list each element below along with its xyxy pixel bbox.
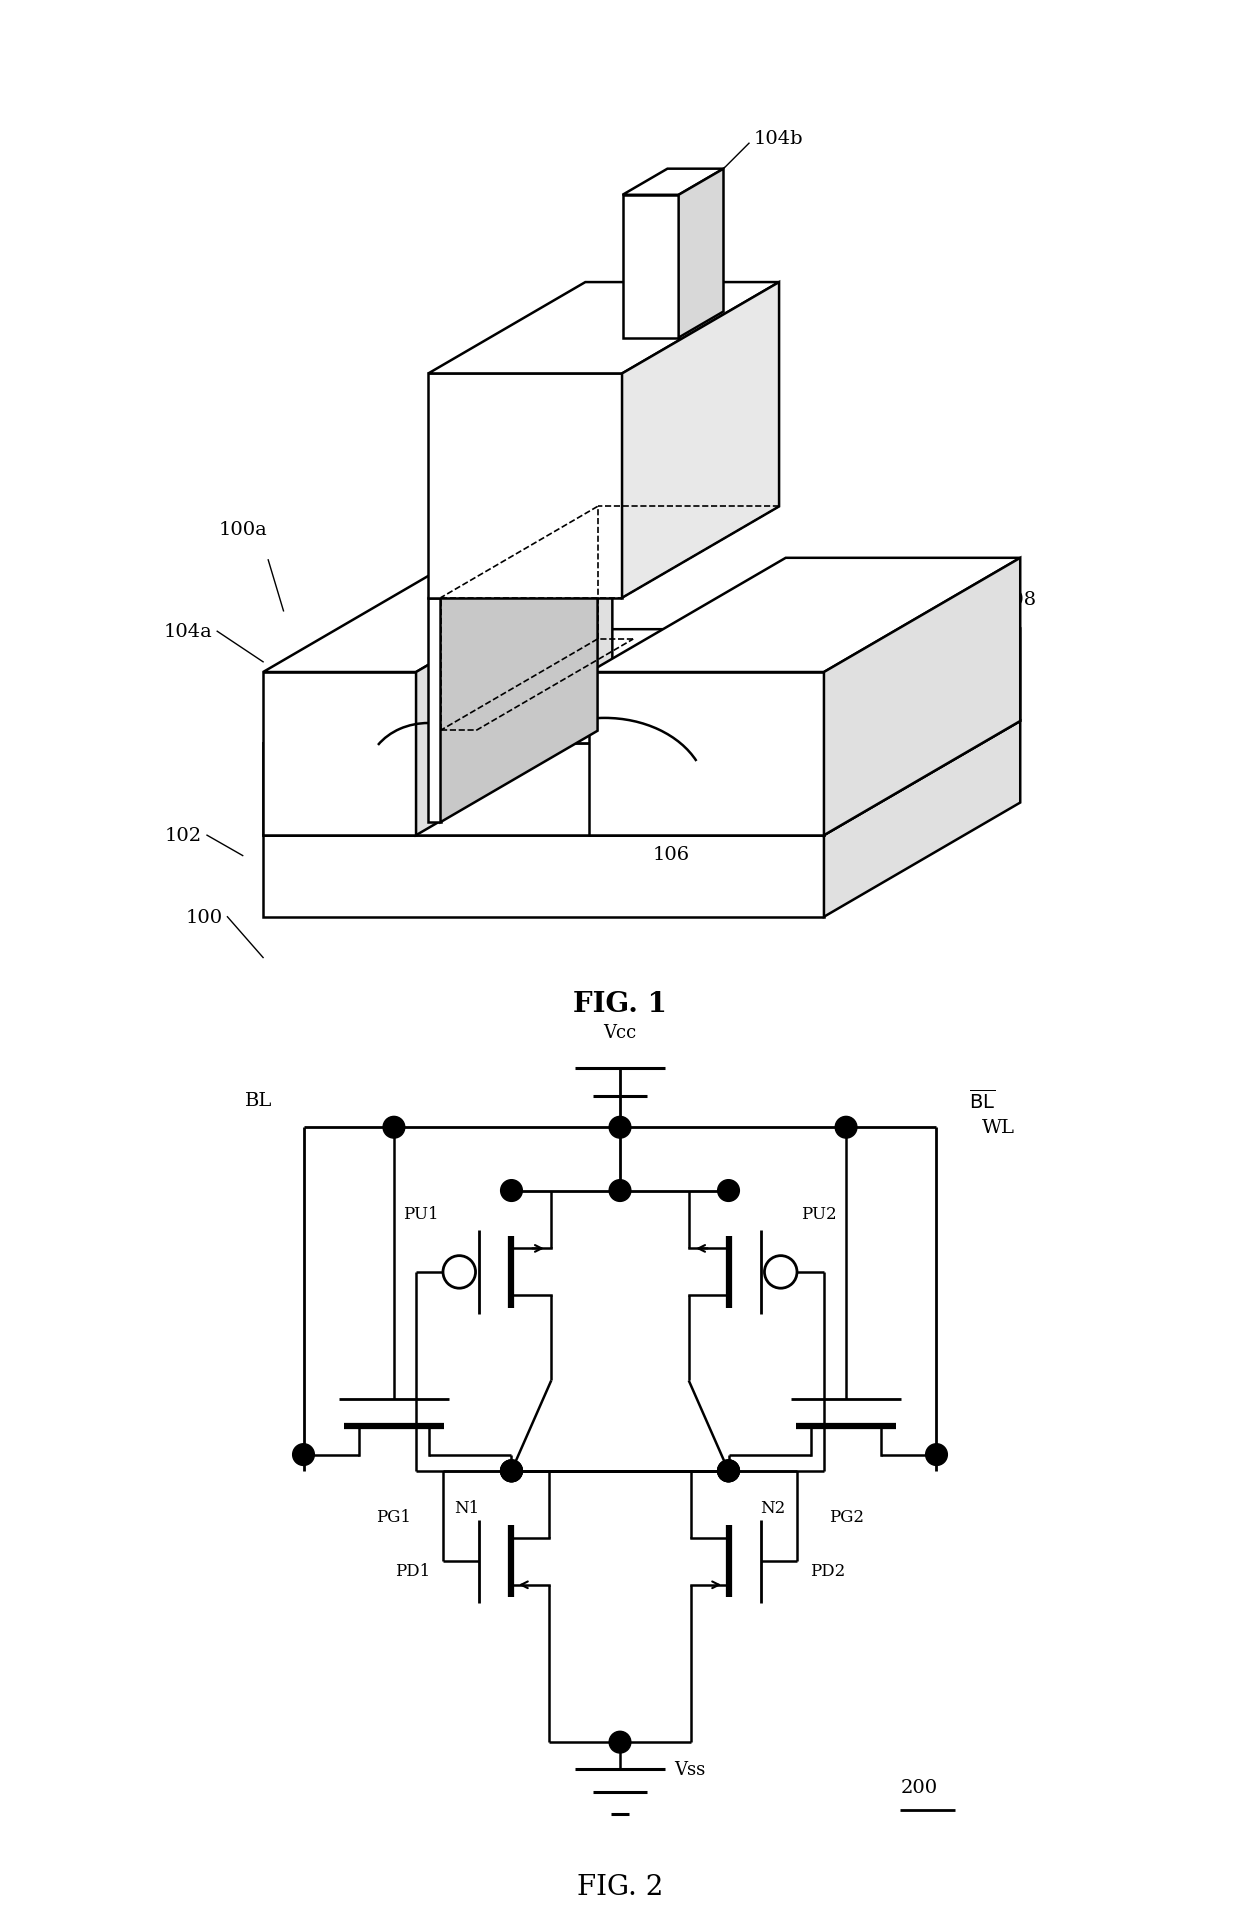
Circle shape bbox=[609, 1117, 631, 1138]
Polygon shape bbox=[428, 375, 622, 598]
Text: 100a: 100a bbox=[218, 521, 267, 538]
Polygon shape bbox=[622, 283, 779, 598]
Polygon shape bbox=[440, 508, 598, 823]
Polygon shape bbox=[479, 537, 570, 569]
Circle shape bbox=[718, 1460, 739, 1483]
Circle shape bbox=[501, 1460, 522, 1483]
Polygon shape bbox=[417, 558, 613, 837]
Circle shape bbox=[718, 1460, 739, 1483]
Circle shape bbox=[501, 1460, 522, 1483]
Polygon shape bbox=[589, 673, 823, 837]
Circle shape bbox=[501, 1181, 522, 1202]
Polygon shape bbox=[823, 631, 1021, 837]
Text: Vcc: Vcc bbox=[604, 1023, 636, 1042]
Text: FIG. 1: FIG. 1 bbox=[573, 990, 667, 1017]
Polygon shape bbox=[622, 196, 678, 338]
Circle shape bbox=[609, 1731, 631, 1754]
Polygon shape bbox=[263, 558, 613, 673]
Text: N2: N2 bbox=[760, 1498, 785, 1515]
Polygon shape bbox=[263, 721, 1021, 837]
Text: 108: 108 bbox=[999, 590, 1037, 608]
Text: 104a: 104a bbox=[164, 623, 212, 640]
Text: Vss: Vss bbox=[675, 1760, 706, 1779]
Polygon shape bbox=[479, 569, 515, 702]
Text: 100: 100 bbox=[185, 908, 222, 927]
Polygon shape bbox=[428, 598, 440, 823]
Circle shape bbox=[925, 1444, 947, 1465]
Text: PU2: PU2 bbox=[801, 1206, 837, 1221]
Polygon shape bbox=[622, 169, 723, 196]
Text: BL: BL bbox=[244, 1092, 272, 1110]
Text: 200: 200 bbox=[900, 1779, 937, 1796]
Circle shape bbox=[501, 1460, 522, 1483]
Polygon shape bbox=[823, 558, 1021, 837]
Polygon shape bbox=[428, 508, 598, 598]
Polygon shape bbox=[428, 283, 779, 375]
Text: $\overline{\rm BL}$: $\overline{\rm BL}$ bbox=[968, 1088, 994, 1111]
Circle shape bbox=[383, 1117, 404, 1138]
Polygon shape bbox=[589, 558, 1021, 673]
Circle shape bbox=[836, 1117, 857, 1138]
Text: PU1: PU1 bbox=[403, 1206, 439, 1221]
Polygon shape bbox=[263, 673, 417, 837]
Text: PG1: PG1 bbox=[377, 1508, 412, 1525]
Circle shape bbox=[609, 1181, 631, 1202]
Text: 106: 106 bbox=[652, 846, 689, 863]
Text: WL: WL bbox=[982, 1119, 1014, 1136]
Polygon shape bbox=[678, 169, 723, 338]
Text: PG2: PG2 bbox=[828, 1508, 863, 1525]
Polygon shape bbox=[263, 744, 823, 837]
Polygon shape bbox=[263, 837, 823, 917]
Circle shape bbox=[718, 1460, 739, 1483]
Text: FIG. 2: FIG. 2 bbox=[577, 1873, 663, 1900]
Text: 104b: 104b bbox=[754, 131, 804, 148]
Polygon shape bbox=[515, 537, 570, 702]
Circle shape bbox=[718, 1181, 739, 1202]
Circle shape bbox=[293, 1444, 315, 1465]
Text: N1: N1 bbox=[455, 1498, 480, 1515]
Text: 102: 102 bbox=[165, 827, 202, 844]
Text: PD2: PD2 bbox=[810, 1561, 846, 1579]
Polygon shape bbox=[823, 721, 1021, 917]
Text: PD1: PD1 bbox=[394, 1561, 430, 1579]
Polygon shape bbox=[263, 631, 1021, 744]
